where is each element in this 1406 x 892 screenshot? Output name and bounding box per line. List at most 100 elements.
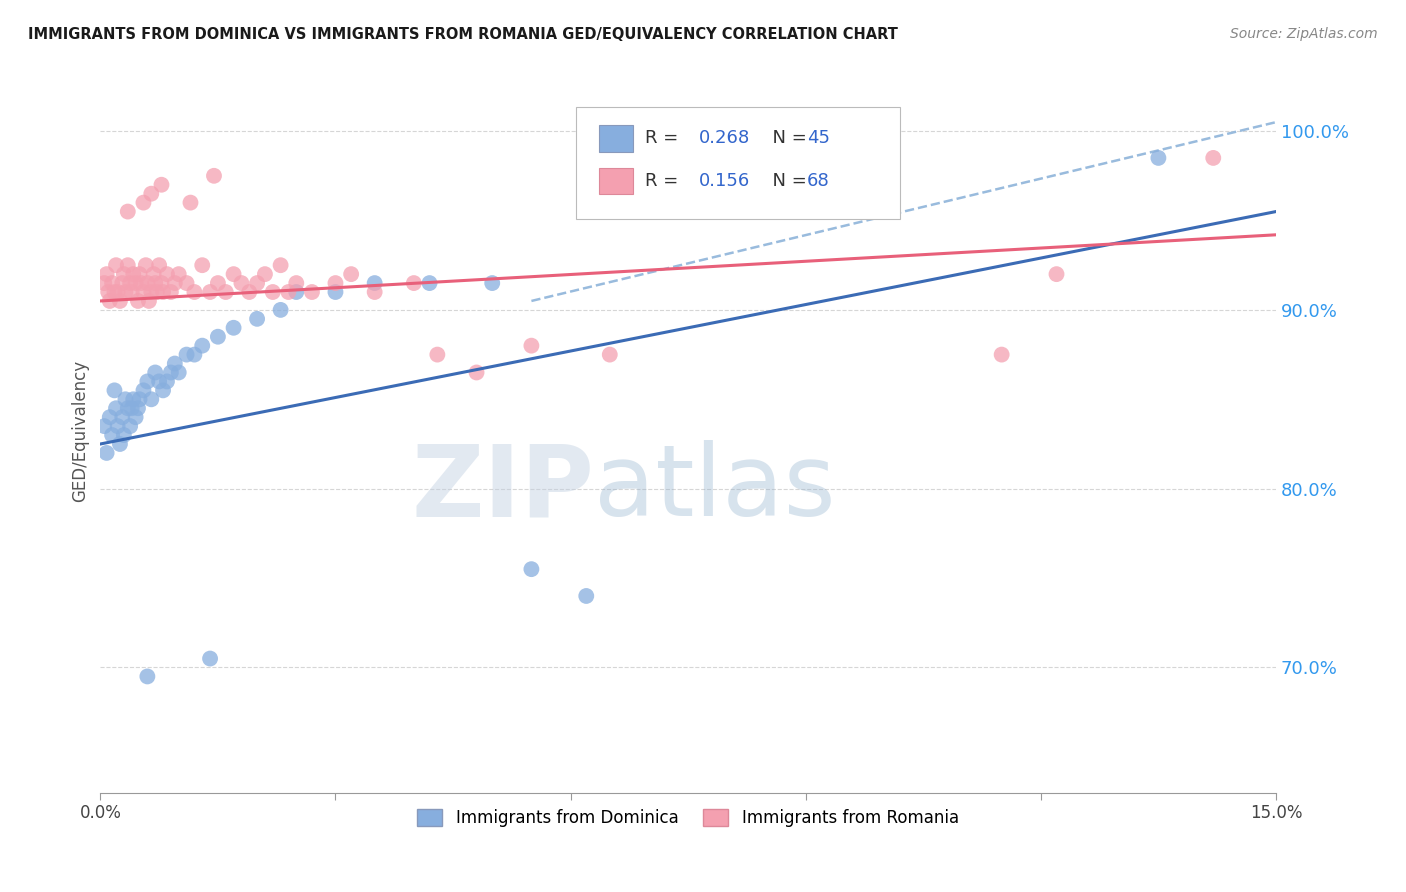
Text: ZIP: ZIP [411,440,595,537]
Point [238,285,260,299]
Point [990,348,1012,362]
Point [160,285,183,299]
Point [156,267,179,281]
Point [103,384,125,398]
Point [150,276,173,290]
Point [107,419,129,434]
Point [114,392,136,407]
Point [340,267,363,281]
Point [98,410,121,425]
Point [124,410,146,425]
Point [167,366,190,380]
Point [136,276,159,290]
Point [121,285,143,299]
Text: 68: 68 [807,172,830,190]
Point [163,357,186,371]
Point [98,293,121,308]
Point [179,195,201,210]
Point [129,276,152,290]
Point [122,392,145,407]
Point [426,348,449,362]
Point [132,384,155,398]
Point [222,267,245,281]
Point [156,375,179,389]
Legend: Immigrants from Dominica, Immigrants from Romania: Immigrants from Dominica, Immigrants fro… [409,800,967,835]
Point [246,276,269,290]
Point [112,428,135,442]
Point [160,366,183,380]
Point [1147,151,1170,165]
Point [103,285,125,299]
Point [105,401,128,416]
Text: Source: ZipAtlas.com: Source: ZipAtlas.com [1230,27,1378,41]
Text: 0.268: 0.268 [699,129,749,147]
Point [363,276,385,290]
Point [325,276,347,290]
Point [141,186,163,201]
Text: R =: R = [645,129,685,147]
Point [148,375,170,389]
Point [1045,267,1067,281]
Point [1202,151,1225,165]
Point [136,669,159,683]
Point [520,339,543,353]
Point [198,285,221,299]
Point [148,258,170,272]
Point [143,276,166,290]
Point [301,285,323,299]
Point [108,293,131,308]
Point [481,276,503,290]
Point [246,311,269,326]
Text: R =: R = [645,172,685,190]
Point [122,267,145,281]
Point [120,276,142,290]
Point [520,562,543,576]
Point [262,285,284,299]
Point [112,267,135,281]
Point [146,285,169,299]
Point [150,178,173,192]
Point [128,392,150,407]
Point [117,204,139,219]
Text: 0.156: 0.156 [699,172,749,190]
Point [402,276,425,290]
Point [176,276,198,290]
Point [143,366,166,380]
Point [270,302,292,317]
Point [120,419,142,434]
Point [124,276,146,290]
Point [96,446,118,460]
Point [135,258,157,272]
Y-axis label: GED/Equivalency: GED/Equivalency [72,359,89,501]
Point [183,348,205,362]
Point [198,651,221,665]
Point [253,267,276,281]
Point [202,169,225,183]
Point [138,293,160,308]
Point [132,195,155,210]
Point [97,285,120,299]
Point [191,258,214,272]
Point [418,276,440,290]
Point [128,267,150,281]
Point [107,285,129,299]
Point [96,267,118,281]
Point [207,276,229,290]
Point [93,419,115,434]
Point [465,366,488,380]
Point [285,285,308,299]
Point [167,267,190,281]
Point [277,285,299,299]
Point [176,348,198,362]
Point [141,285,163,299]
Point [142,267,165,281]
Point [152,384,174,398]
Point [183,285,205,299]
Point [108,437,131,451]
Point [141,392,163,407]
Point [136,375,159,389]
Point [121,401,143,416]
Point [191,339,214,353]
Text: atlas: atlas [595,440,835,537]
Point [325,285,347,299]
